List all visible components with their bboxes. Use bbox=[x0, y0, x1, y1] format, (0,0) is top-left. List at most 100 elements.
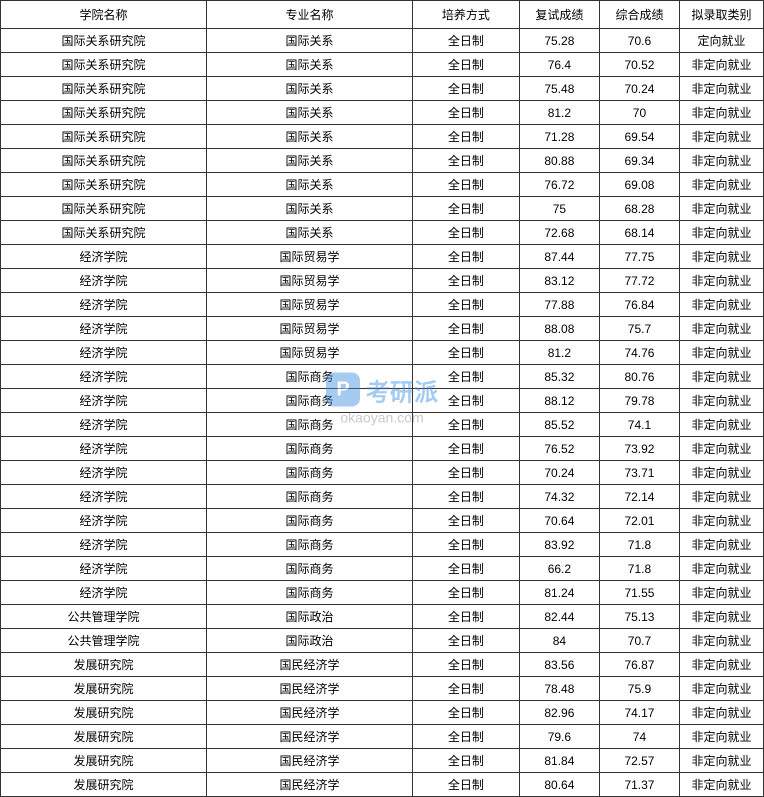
table-cell: 全日制 bbox=[413, 53, 520, 77]
table-cell: 76.4 bbox=[519, 53, 599, 77]
table-cell: 非定向就业 bbox=[680, 125, 764, 149]
table-cell: 非定向就业 bbox=[680, 269, 764, 293]
table-cell: 全日制 bbox=[413, 773, 520, 797]
table-cell: 国际关系 bbox=[207, 221, 413, 245]
table-row: 发展研究院国民经济学全日制83.5676.87非定向就业 bbox=[1, 653, 764, 677]
col-header-major: 专业名称 bbox=[207, 1, 413, 29]
table-cell: 发展研究院 bbox=[1, 677, 207, 701]
table-row: 发展研究院国民经济学全日制78.4875.9非定向就业 bbox=[1, 677, 764, 701]
table-cell: 81.2 bbox=[519, 341, 599, 365]
table-cell: 82.96 bbox=[519, 701, 599, 725]
table-cell: 68.28 bbox=[599, 197, 679, 221]
table-cell: 非定向就业 bbox=[680, 365, 764, 389]
table-row: 经济学院国际商务全日制85.3280.76非定向就业 bbox=[1, 365, 764, 389]
table-cell: 全日制 bbox=[413, 341, 520, 365]
table-cell: 非定向就业 bbox=[680, 197, 764, 221]
table-cell: 发展研究院 bbox=[1, 725, 207, 749]
table-cell: 全日制 bbox=[413, 77, 520, 101]
table-cell: 全日制 bbox=[413, 365, 520, 389]
col-header-admission-type: 拟录取类别 bbox=[680, 1, 764, 29]
table-cell: 非定向就业 bbox=[680, 53, 764, 77]
table-cell: 国民经济学 bbox=[207, 653, 413, 677]
table-cell: 国际关系 bbox=[207, 149, 413, 173]
table-row: 国际关系研究院国际关系全日制71.2869.54非定向就业 bbox=[1, 125, 764, 149]
table-cell: 全日制 bbox=[413, 317, 520, 341]
table-cell: 全日制 bbox=[413, 437, 520, 461]
table-cell: 74.32 bbox=[519, 485, 599, 509]
table-cell: 全日制 bbox=[413, 293, 520, 317]
table-cell: 非定向就业 bbox=[680, 293, 764, 317]
table-row: 发展研究院国民经济学全日制81.8472.57非定向就业 bbox=[1, 749, 764, 773]
table-cell: 70 bbox=[599, 101, 679, 125]
table-row: 经济学院国际商务全日制81.2471.55非定向就业 bbox=[1, 581, 764, 605]
table-cell: 全日制 bbox=[413, 653, 520, 677]
table-cell: 定向就业 bbox=[680, 29, 764, 53]
table-cell: 经济学院 bbox=[1, 365, 207, 389]
table-cell: 73.92 bbox=[599, 437, 679, 461]
table-cell: 全日制 bbox=[413, 725, 520, 749]
table-cell: 83.12 bbox=[519, 269, 599, 293]
col-header-retest-score: 复试成绩 bbox=[519, 1, 599, 29]
table-cell: 国际贸易学 bbox=[207, 245, 413, 269]
table-cell: 73.71 bbox=[599, 461, 679, 485]
table-cell: 国际关系 bbox=[207, 197, 413, 221]
col-header-school: 学院名称 bbox=[1, 1, 207, 29]
table-cell: 83.56 bbox=[519, 653, 599, 677]
table-cell: 78.48 bbox=[519, 677, 599, 701]
table-row: 经济学院国际商务全日制74.3272.14非定向就业 bbox=[1, 485, 764, 509]
table-row: 国际关系研究院国际关系全日制72.6868.14非定向就业 bbox=[1, 221, 764, 245]
table-cell: 70.24 bbox=[519, 461, 599, 485]
table-cell: 经济学院 bbox=[1, 485, 207, 509]
table-cell: 全日制 bbox=[413, 413, 520, 437]
table-cell: 71.37 bbox=[599, 773, 679, 797]
table-cell: 非定向就业 bbox=[680, 581, 764, 605]
table-cell: 经济学院 bbox=[1, 509, 207, 533]
table-cell: 国际商务 bbox=[207, 557, 413, 581]
table-cell: 74.17 bbox=[599, 701, 679, 725]
table-cell: 75.9 bbox=[599, 677, 679, 701]
table-cell: 全日制 bbox=[413, 461, 520, 485]
table-cell: 国际关系研究院 bbox=[1, 149, 207, 173]
table-cell: 全日制 bbox=[413, 485, 520, 509]
table-cell: 71.55 bbox=[599, 581, 679, 605]
table-cell: 87.44 bbox=[519, 245, 599, 269]
table-cell: 全日制 bbox=[413, 677, 520, 701]
table-cell: 75.28 bbox=[519, 29, 599, 53]
table-cell: 74.76 bbox=[599, 341, 679, 365]
table-cell: 国民经济学 bbox=[207, 677, 413, 701]
table-cell: 发展研究院 bbox=[1, 701, 207, 725]
table-cell: 非定向就业 bbox=[680, 101, 764, 125]
table-cell: 72.57 bbox=[599, 749, 679, 773]
table-cell: 非定向就业 bbox=[680, 77, 764, 101]
table-cell: 全日制 bbox=[413, 29, 520, 53]
table-cell: 国际关系 bbox=[207, 101, 413, 125]
table-cell: 71.8 bbox=[599, 533, 679, 557]
table-cell: 经济学院 bbox=[1, 245, 207, 269]
table-cell: 85.52 bbox=[519, 413, 599, 437]
table-cell: 非定向就业 bbox=[680, 533, 764, 557]
table-cell: 国际政治 bbox=[207, 605, 413, 629]
admissions-table: 学院名称 专业名称 培养方式 复试成绩 综合成绩 拟录取类别 国际关系研究院国际… bbox=[0, 0, 764, 797]
table-cell: 非定向就业 bbox=[680, 749, 764, 773]
table-cell: 82.44 bbox=[519, 605, 599, 629]
table-cell: 国际关系研究院 bbox=[1, 125, 207, 149]
table-cell: 国际关系研究院 bbox=[1, 53, 207, 77]
table-cell: 77.72 bbox=[599, 269, 679, 293]
table-cell: 全日制 bbox=[413, 749, 520, 773]
table-cell: 国际关系 bbox=[207, 29, 413, 53]
table-cell: 非定向就业 bbox=[680, 461, 764, 485]
table-cell: 非定向就业 bbox=[680, 317, 764, 341]
table-cell: 非定向就业 bbox=[680, 413, 764, 437]
table-cell: 全日制 bbox=[413, 605, 520, 629]
table-cell: 全日制 bbox=[413, 509, 520, 533]
table-row: 经济学院国际贸易学全日制81.274.76非定向就业 bbox=[1, 341, 764, 365]
table-cell: 国际商务 bbox=[207, 533, 413, 557]
table-row: 发展研究院国民经济学全日制79.674非定向就业 bbox=[1, 725, 764, 749]
table-cell: 70.24 bbox=[599, 77, 679, 101]
table-cell: 81.2 bbox=[519, 101, 599, 125]
table-cell: 80.76 bbox=[599, 365, 679, 389]
table-cell: 经济学院 bbox=[1, 557, 207, 581]
table-cell: 非定向就业 bbox=[680, 629, 764, 653]
table-row: 发展研究院国民经济学全日制82.9674.17非定向就业 bbox=[1, 701, 764, 725]
table-cell: 国际关系 bbox=[207, 77, 413, 101]
